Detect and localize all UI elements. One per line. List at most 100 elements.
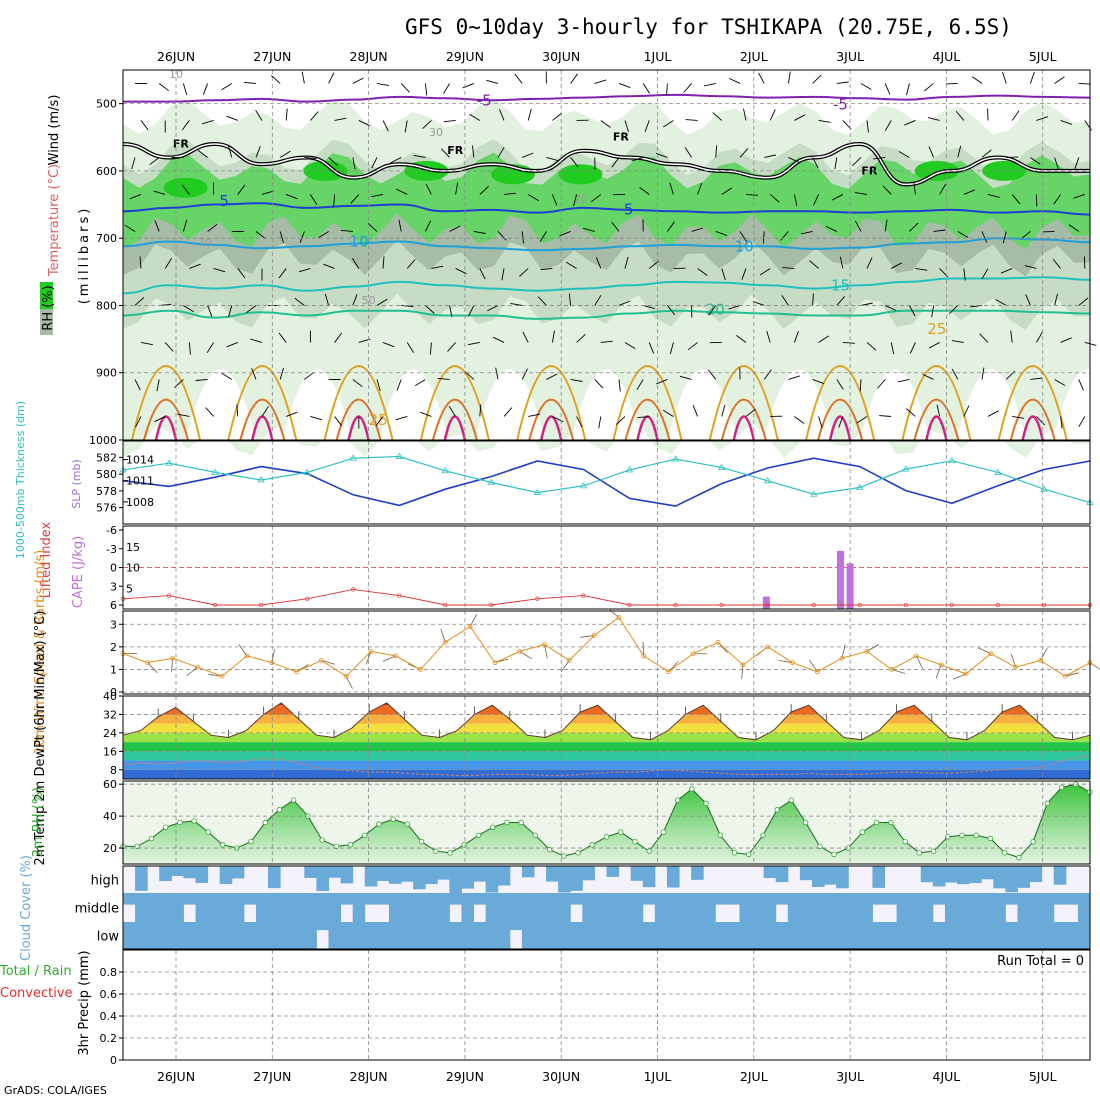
wind-barb (979, 333, 989, 343)
thickness-axis-title: 1000-500mb Thickness (dm) (14, 401, 27, 559)
wind-barb (382, 342, 395, 348)
wind10-marker (641, 653, 647, 659)
cloud-cell (957, 922, 970, 949)
wind-barb (261, 190, 274, 195)
date-label-bottom: 30JUN (542, 1069, 580, 1084)
temp-bands (123, 702, 1090, 779)
cloud-cell (159, 922, 172, 949)
rh-marker (518, 819, 524, 826)
wind-barb (909, 342, 916, 354)
cloud-cell (292, 893, 305, 922)
wind-barb (831, 194, 844, 201)
precip-panel: 0 0.2 0.4 0.6 0.8 Run Total = 0 (100, 949, 1091, 1067)
wind10-marker (666, 669, 671, 675)
wind-barb (298, 268, 311, 273)
cloud-cell (860, 922, 873, 949)
temp-axis-title: 2m Temp 2m DewPt (6hr Min/Max) (°C) (33, 611, 48, 866)
wind-barb (551, 330, 555, 343)
rh-marker (987, 835, 994, 842)
isotherm-30-lobe (817, 398, 864, 441)
wind-barb (1011, 194, 1021, 205)
wind-barb (591, 194, 602, 203)
ytick-label: 20 (103, 842, 117, 855)
lifted-index-marker (166, 593, 172, 598)
wind-barb (839, 256, 844, 269)
rh-marker (930, 848, 937, 854)
cloud-cell (304, 893, 317, 922)
cape-tick-label: 5 (126, 582, 133, 595)
wind-barb (721, 268, 726, 281)
lifted-index-marker (903, 602, 908, 608)
wind-barb (546, 373, 558, 380)
wind-barb (666, 83, 668, 96)
wind-barb (594, 379, 604, 389)
cloud-cell (425, 866, 438, 885)
lifted-index-marker (489, 602, 494, 608)
cloud-cell (848, 893, 861, 922)
cloud-cell (1005, 866, 1018, 893)
cloud-cell (1017, 866, 1031, 888)
rh-marker (1016, 854, 1022, 861)
rh-contour-label: 70 (573, 193, 587, 206)
cloud-cover-panel: high middle low (75, 865, 1091, 950)
ytick-label: -3 (106, 543, 117, 556)
cloud-cell (159, 893, 172, 922)
date-label-top: 2JUL (740, 49, 768, 64)
cape-tick-label: 15 (126, 541, 140, 554)
wind-barb (818, 335, 829, 343)
wind-barb (566, 261, 577, 269)
isotherm-25-lobe (997, 365, 1068, 441)
wind-barb (939, 183, 946, 195)
wind-barb (624, 120, 629, 133)
cloud-cell (957, 893, 970, 922)
rh-marker (362, 832, 368, 838)
thickness-marker (625, 466, 634, 473)
wind-barb (334, 117, 347, 121)
wind-barb (1002, 231, 1007, 244)
isotherm-minus5 (123, 93, 1091, 103)
cloud-cell (606, 866, 620, 877)
cloud-cell (401, 922, 414, 949)
wind-barb (679, 375, 692, 380)
wind-barb (1054, 293, 1058, 306)
date-label-bottom: 29JUN (446, 1069, 484, 1084)
wind-barb (447, 342, 456, 352)
cloud-cell (558, 866, 571, 893)
cloud-cell (1029, 922, 1043, 949)
wind-barb (189, 263, 201, 269)
rh-marker (902, 838, 908, 845)
freezing-level-label: FR (173, 137, 190, 150)
wind-barb (503, 407, 513, 417)
wind10-marker (938, 662, 944, 668)
cloud-cell (521, 893, 535, 922)
cloud-cell (1077, 893, 1091, 922)
cape-axis-title: CAPE (J/kg) (71, 536, 86, 608)
wind-barb (615, 416, 626, 425)
wind-barb (890, 342, 895, 355)
thickness-marker (948, 456, 956, 464)
ytick-label: 16 (103, 745, 117, 758)
diurnal-pocket (763, 369, 834, 440)
wind-barb (721, 187, 733, 195)
wind-barb (237, 184, 246, 195)
cloud-cell (546, 893, 559, 922)
cloud-cell (497, 893, 511, 922)
wind-barb (493, 336, 505, 343)
cloud-cell (824, 922, 837, 949)
cloud-cell (219, 922, 233, 949)
wind-barb (1036, 416, 1046, 426)
temp-band (123, 732, 1090, 743)
isotherm-label-15: 15 (831, 276, 850, 294)
slp-line (122, 457, 1091, 507)
cloud-cell (932, 866, 946, 887)
upper-air-frame (122, 69, 1091, 441)
date-label-top: 4JUL (933, 49, 961, 64)
cloud-cell (969, 866, 982, 884)
wind-barb (497, 231, 507, 241)
wind-barb (876, 379, 886, 389)
ytick-label: 60 (103, 778, 117, 791)
isotherm-label-minus5: -5 (833, 95, 848, 113)
slp-tick-label: 1014 (126, 454, 154, 467)
date-label-bottom: 1JUL (644, 1069, 672, 1084)
